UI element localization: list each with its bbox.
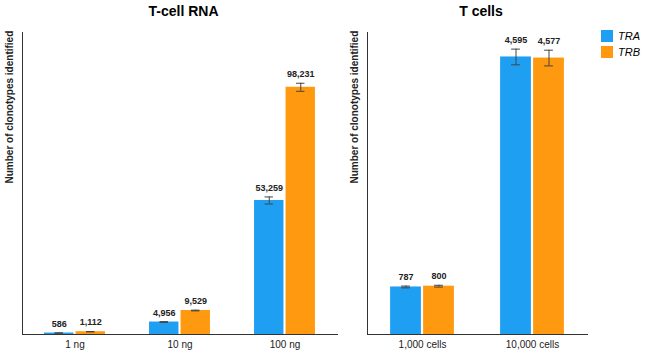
svg-text:1 ng: 1 ng: [65, 339, 84, 350]
html-text:TRB: TRB: [618, 46, 640, 58]
svg-text:9,529: 9,529: [184, 296, 207, 306]
svg-text:98,231: 98,231: [287, 69, 315, 79]
svg-text:53,259: 53,259: [255, 183, 283, 193]
html-text:T-cell RNA: T-cell RNA: [148, 3, 219, 19]
svg-text:4,595: 4,595: [505, 35, 528, 45]
svg-text:4,956: 4,956: [153, 308, 176, 318]
svg-text:100 ng: 100 ng: [270, 339, 301, 350]
svg-text:1,000 cells: 1,000 cells: [399, 339, 447, 350]
svg-text:586: 586: [52, 319, 67, 329]
svg-text:4,577: 4,577: [538, 36, 561, 46]
svg-text:10,000 cells: 10,000 cells: [506, 339, 559, 350]
svg-text:787: 787: [398, 272, 413, 282]
svg-text:Number of clonotypes identifie: Number of clonotypes identified: [4, 31, 15, 184]
svg-text:800: 800: [431, 271, 446, 281]
svg-text:1,112: 1,112: [80, 317, 102, 327]
svg-text:Number of clonotypes identifie: Number of clonotypes identified: [349, 31, 360, 184]
svg-text:10 ng: 10 ng: [167, 339, 192, 350]
html-text:T cells: T cells: [459, 3, 503, 19]
html-text:TRA: TRA: [618, 30, 640, 42]
